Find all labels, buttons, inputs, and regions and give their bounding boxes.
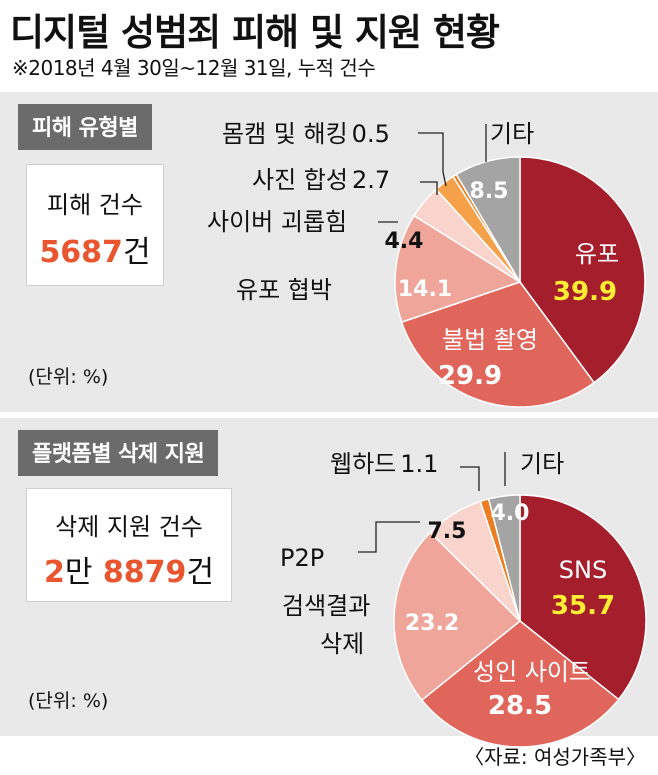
- slice-label: 유포: [575, 240, 619, 268]
- damage-count-number: 5687: [39, 235, 123, 270]
- pie-slice-기타: [487, 494, 521, 622]
- page-subtitle: ※2018년 4월 30일~12월 31일, 누적 건수: [12, 56, 376, 80]
- slice-outside-value: 1.1: [400, 450, 438, 478]
- deletion-unit-note: (단위: %): [28, 690, 109, 712]
- slice-outside-value: 0.5: [352, 120, 390, 148]
- deletion-count-unit-a: 만: [64, 555, 93, 590]
- damage-count-box: 피해 건수 5687건: [26, 164, 164, 286]
- leader-line: [420, 181, 438, 195]
- slice-outside-label: 사이버 괴롭힘: [207, 208, 347, 236]
- leader-line: [460, 466, 480, 491]
- slice-outside-label: 기타: [490, 120, 534, 148]
- leader-line: [418, 132, 447, 187]
- section-label-platform: 플랫폼별 삭제 지원: [18, 430, 219, 476]
- damage-count-unit: 건: [122, 235, 151, 270]
- slice-outside-label: 사진 합성 2.7: [252, 166, 390, 194]
- deletion-count-number-a: 2: [43, 555, 65, 590]
- leader-line: [358, 521, 420, 553]
- slice-value: 14.1: [398, 277, 452, 302]
- slice-outside-label: 몸캠 및 해킹 0.5: [222, 120, 390, 148]
- slice-label: 불법 촬영: [442, 326, 538, 354]
- deletion-count-value: 2만 8879건: [27, 547, 231, 591]
- pie-slice-유포: [519, 156, 646, 384]
- slice-value: 28.5: [488, 691, 552, 721]
- slice-outside-value: 2.7: [352, 166, 390, 194]
- slice-value: 8.5: [470, 179, 509, 204]
- damage-count-label: 피해 건수: [47, 191, 143, 219]
- pie-slice-유포-협박: [394, 214, 522, 324]
- damage-unit-note: (단위: %): [28, 366, 109, 388]
- slice-value: 35.7: [551, 591, 615, 621]
- pie-slice-기타: [455, 156, 521, 285]
- pie-slice-성인-사이트: [420, 620, 620, 748]
- pie-slice-검색결과-삭제: [393, 531, 522, 702]
- slice-outside-label: 웹하드 1.1: [330, 450, 438, 478]
- slice-outside-label: 삭제: [320, 630, 364, 658]
- damage-count-value: 5687건: [27, 227, 163, 271]
- slice-value: 4.4: [385, 229, 424, 254]
- slice-outside-label: P2P: [280, 544, 324, 572]
- slice-label: SNS: [559, 556, 607, 584]
- pie-slice-불법-촬영: [400, 281, 596, 408]
- pie-slice-SNS: [519, 494, 647, 701]
- slice-value: 7.5: [428, 519, 467, 544]
- slice-value: 29.9: [438, 361, 502, 391]
- section-label-damage-type: 피해 유형별: [18, 104, 152, 150]
- deletion-count-label: 삭제 지원 건수: [55, 513, 203, 541]
- slice-outside-label: 기타: [520, 450, 564, 478]
- slice-label: 성인 사이트: [473, 658, 591, 686]
- deletion-count-unit: 건: [186, 555, 215, 590]
- deletion-count-box: 삭제 지원 건수 2만 8879건: [26, 488, 232, 602]
- slice-outside-label: 검색결과: [282, 592, 370, 620]
- slice-value: 23.2: [405, 611, 459, 636]
- slice-value: 39.9: [553, 277, 617, 307]
- source-note: 〈자료: 여성가족부〉: [464, 745, 646, 769]
- page-title: 디지털 성범죄 피해 및 지원 현황: [10, 11, 500, 54]
- deletion-count-number-b: 8879: [102, 555, 187, 590]
- slice-value: 4.0: [491, 501, 530, 526]
- slice-outside-label: 유포 협박: [236, 276, 332, 304]
